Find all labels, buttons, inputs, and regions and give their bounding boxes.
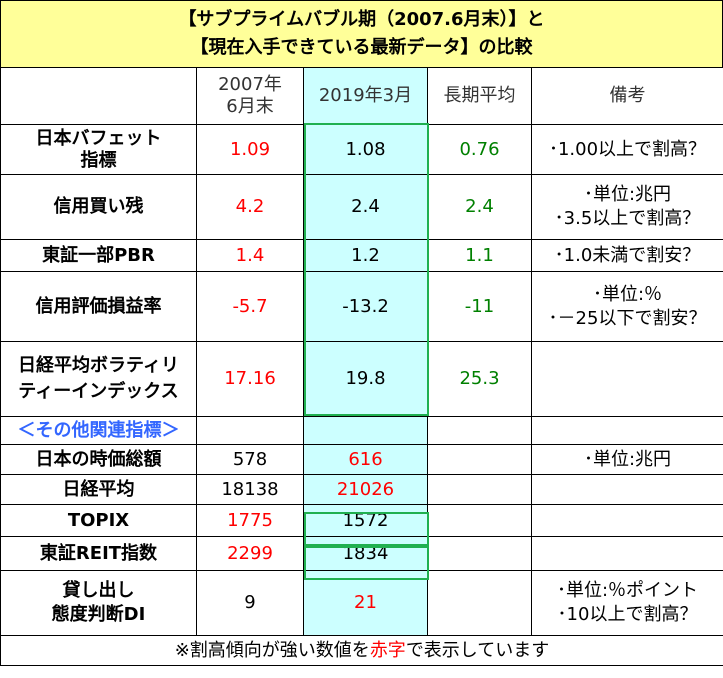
value-2007: 4.2: [196, 174, 304, 240]
value-2007: 1775: [196, 504, 304, 537]
title-line-2: 【現在入手できている最新データ】の比較: [190, 37, 533, 58]
value-2019: -13.2: [303, 271, 428, 342]
table-row: 東証REIT指数 2299 1834: [0, 536, 723, 571]
note-cell: ･単位:％ ･－25以下で割安？: [531, 271, 723, 342]
indicator-name: TOPIX: [0, 504, 197, 537]
value-2019: 21: [303, 570, 428, 636]
value-2007: 1.09: [196, 124, 304, 175]
value-2019: 1.2: [303, 239, 428, 272]
note-cell: ･1.00以上で割高？: [531, 124, 723, 175]
note-cell: ･1.0未満で割安？: [531, 239, 723, 272]
table-row: 信用評価損益率 -5.7 -13.2 -11 ･単位:％ ･－25以下で割安？: [0, 271, 723, 342]
subheader-row: ＜その他関連指標＞: [0, 416, 723, 445]
value-2019: 1834: [303, 536, 428, 571]
table-row: 日本バフェット 指標 1.09 1.08 0.76 ･1.00以上で割高？: [0, 124, 723, 175]
table-title: 【サブプライムバブル期（2007.6月末）】と 【現在入手できている最新データ】…: [0, 0, 723, 68]
table-row: 信用買い残 4.2 2.4 2.4 ･単位:兆円 ･3.5以上で割高？: [0, 174, 723, 240]
footnote-text-before: ※割高傾向が強い数値を: [174, 639, 370, 661]
indicator-name: 日経平均ボラティリ ティーインデックス: [0, 341, 197, 417]
value-2007: 1.4: [196, 239, 304, 272]
indicator-name: 東証REIT指数: [0, 536, 197, 571]
empty-cell: [427, 570, 532, 636]
value-2019: 1.08: [303, 124, 428, 175]
empty-cell: [196, 416, 304, 445]
table-row: TOPIX 1775 1572: [0, 504, 723, 537]
value-2007: 18138: [196, 474, 304, 505]
title-line-1: 【サブプライムバブル期（2007.6月末）】と: [178, 9, 545, 30]
other-indicators-subheader: ＜その他関連指標＞: [0, 416, 197, 445]
value-2007: 578: [196, 444, 304, 475]
footnote-text-after: で表示しています: [405, 639, 550, 661]
value-2019: 19.8: [303, 341, 428, 417]
header-row: 2007年 6月末 2019年3月 長期平均 備考: [0, 67, 723, 125]
empty-cell: [427, 536, 532, 571]
indicator-name: 日経平均: [0, 474, 197, 505]
value-2019: 21026: [303, 474, 428, 505]
value-average: 2.4: [427, 174, 532, 240]
empty-cell: [427, 444, 532, 475]
note-cell: ･単位:兆円: [531, 444, 723, 475]
footnote-row: ※割高傾向が強い数値を赤字で表示しています: [0, 635, 723, 666]
footnote-red-text: 赤字: [369, 639, 406, 661]
table-row: 東証一部PBR 1.4 1.2 1.1 ･1.0未満で割安？: [0, 239, 723, 272]
empty-cell: [531, 416, 723, 445]
empty-cell: [303, 416, 428, 445]
table-row: 貸し出し 態度判断DI 9 21 ･単位:％ポイント ･10以上で割高？: [0, 570, 723, 636]
indicator-name: 貸し出し 態度判断DI: [0, 570, 197, 636]
value-2007: 2299: [196, 536, 304, 571]
value-average: 0.76: [427, 124, 532, 175]
value-2007: 9: [196, 570, 304, 636]
note-cell: [531, 474, 723, 505]
note-cell: [531, 536, 723, 571]
indicator-name: 信用評価損益率: [0, 271, 197, 342]
value-average: 1.1: [427, 239, 532, 272]
header-2019: 2019年3月: [303, 67, 428, 125]
value-2007: -5.7: [196, 271, 304, 342]
value-2019: 1572: [303, 504, 428, 537]
empty-cell: [427, 504, 532, 537]
note-cell: ･単位:％ポイント ･10以上で割高？: [531, 570, 723, 636]
header-blank-cell: [0, 67, 197, 125]
header-2007: 2007年 6月末: [196, 67, 304, 125]
indicator-name: 東証一部PBR: [0, 239, 197, 272]
header-long-term-average: 長期平均: [427, 67, 532, 125]
comparison-table: 2007年 6月末 2019年3月 長期平均 備考 日本バフェット 指標 1.0…: [0, 67, 723, 666]
note-cell: ･単位:兆円 ･3.5以上で割高？: [531, 174, 723, 240]
footnote: ※割高傾向が強い数値を赤字で表示しています: [0, 635, 723, 666]
value-2019: 2.4: [303, 174, 428, 240]
value-average: -11: [427, 271, 532, 342]
indicator-name: 日本バフェット 指標: [0, 124, 197, 175]
note-cell: [531, 504, 723, 537]
header-notes: 備考: [531, 67, 723, 125]
table-row: 日経平均 18138 21026: [0, 474, 723, 505]
value-2007: 17.16: [196, 341, 304, 417]
table-row: 日経平均ボラティリ ティーインデックス 17.16 19.8 25.3: [0, 341, 723, 417]
indicator-name: 信用買い残: [0, 174, 197, 240]
table-row: 日本の時価総額 578 616 ･単位:兆円: [0, 444, 723, 475]
note-cell: [531, 341, 723, 417]
empty-cell: [427, 416, 532, 445]
empty-cell: [427, 474, 532, 505]
value-average: 25.3: [427, 341, 532, 417]
value-2019: 616: [303, 444, 428, 475]
indicator-name: 日本の時価総額: [0, 444, 197, 475]
